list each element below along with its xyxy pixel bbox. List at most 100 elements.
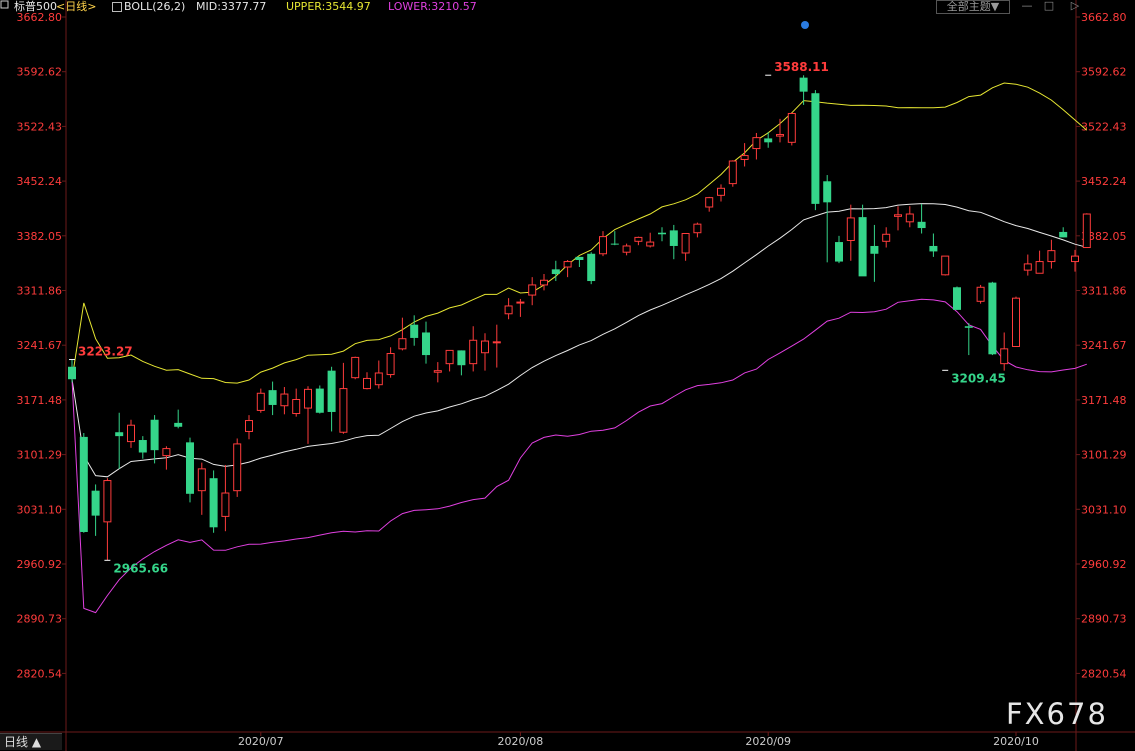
candle-body-down (575, 256, 584, 260)
candle-body-up (103, 480, 112, 523)
candle-body-down (91, 490, 100, 516)
candle-body-up (363, 377, 371, 390)
candle-body-up (339, 388, 348, 433)
candle-body-down (186, 442, 194, 494)
candle-body-up (245, 420, 253, 432)
candle-body-down (929, 245, 938, 252)
candle-body-up (1012, 297, 1020, 348)
candle-body-up (1082, 213, 1091, 249)
candle-body-up (599, 236, 607, 255)
candle-body-up (256, 392, 265, 411)
candle-body-down (953, 287, 961, 310)
candle-body-down (410, 324, 419, 338)
candle-body-up (622, 245, 631, 253)
y-tick-label-left: 3592.62 (17, 66, 63, 79)
candle-body-down (964, 326, 973, 328)
candle-body-down (811, 93, 820, 204)
y-tick-label-left: 3241.67 (17, 339, 63, 352)
candle-body-down (669, 230, 678, 246)
symbol-name: 标普500 (14, 0, 57, 13)
candle-body-up (705, 197, 714, 208)
y-tick-label-right: 3522.43 (1081, 120, 1127, 133)
candle-body-up (681, 232, 690, 254)
candle-body-up (846, 217, 855, 242)
candle-body-up (563, 261, 572, 268)
chart-corner-box (0, 0, 9, 9)
period-tab-daily[interactable]: 日线 ▲ (0, 733, 62, 750)
x-tick-label: 2020/09 (745, 735, 791, 748)
candle-body-up (540, 279, 548, 286)
y-tick-label-right: 3592.62 (1081, 66, 1127, 79)
candle-body-down (917, 221, 926, 229)
candle-body-up (1071, 255, 1079, 263)
x-tick-label: 2020/10 (993, 735, 1039, 748)
x-tick-label: 2020/07 (238, 735, 284, 748)
candle-body-down (268, 390, 277, 405)
candle-body-up (481, 340, 489, 354)
y-tick-label-left: 3171.48 (17, 394, 63, 407)
candle-body-up (516, 301, 525, 304)
maximize-icon[interactable]: □ (1043, 0, 1055, 12)
candle-body-up (882, 233, 891, 242)
extreme-value-label: 2965.66 (113, 561, 168, 575)
candle-body-up (398, 338, 407, 350)
candle-body-down (68, 366, 76, 380)
y-tick-label-right: 3101.29 (1081, 449, 1127, 462)
candle-body-up (1047, 250, 1056, 263)
candle-body-down (315, 388, 324, 413)
boll-mid-line (71, 203, 1087, 478)
candle-body-down (823, 181, 832, 203)
candle-body-up (492, 341, 501, 344)
y-tick-label-left: 3101.29 (17, 449, 63, 462)
candle-body-up (941, 255, 950, 276)
y-tick-label-right: 2820.54 (1081, 667, 1127, 680)
y-tick-label-left: 3522.43 (17, 120, 63, 133)
candle-body-down (327, 370, 336, 412)
candle-body-down (150, 419, 159, 451)
candle-body-up (504, 305, 513, 315)
collapse-icon[interactable]: ▷ (1070, 0, 1080, 12)
boll-upper-line (71, 82, 1088, 384)
candle-body-up (634, 236, 643, 242)
indicator-icon[interactable] (112, 2, 122, 12)
candle-body-down (1059, 231, 1068, 238)
y-tick-label-right: 3031.10 (1081, 503, 1127, 516)
candle-body-down (870, 245, 879, 254)
y-tick-label-left: 3662.80 (17, 11, 63, 24)
y-tick-label-right: 3662.80 (1081, 11, 1127, 24)
candle-body-up (752, 137, 761, 150)
minimize-icon[interactable]: — (1021, 0, 1033, 12)
candle-body-up (1023, 263, 1032, 271)
y-tick-label-right: 3452.24 (1081, 175, 1127, 188)
candle-body-up (1035, 261, 1044, 274)
extreme-value-label: 3223.27 (78, 345, 133, 359)
indicator-name[interactable]: BOLL(26,2) (124, 0, 186, 13)
candle-body-up (433, 370, 442, 373)
y-tick-label-left: 2960.92 (17, 558, 63, 571)
mid-value: MID:3377.77 (196, 0, 267, 13)
candle-body-up (280, 393, 289, 407)
boll-lower-line (71, 298, 1087, 614)
y-tick-label-left: 3031.10 (17, 503, 63, 516)
candle-body-up (787, 112, 796, 143)
candle-body-up (221, 492, 230, 517)
theme-button[interactable]: 全部主题▼ (936, 0, 1010, 14)
candle-body-up (740, 155, 749, 160)
y-tick-label-right: 2890.73 (1081, 613, 1127, 626)
candle-body-down (835, 242, 843, 262)
candle-body-up (905, 213, 914, 223)
candle-body-down (138, 440, 147, 453)
lower-value: LOWER:3210.57 (388, 0, 477, 13)
candle-body-up (162, 448, 171, 457)
watermark-logo: FX678 (1006, 697, 1108, 731)
candle-body-up (717, 187, 725, 196)
y-tick-label-right: 3311.86 (1081, 285, 1127, 298)
candle-body-down (422, 332, 430, 356)
candle-body-down (209, 478, 218, 528)
candle-body-down (858, 217, 867, 277)
candle-body-up (351, 356, 360, 379)
candle-body-down (551, 269, 560, 275)
x-tick-label: 2020/08 (498, 735, 544, 748)
period-label[interactable]: <日线> (56, 0, 97, 13)
candle-body-down (115, 432, 124, 437)
